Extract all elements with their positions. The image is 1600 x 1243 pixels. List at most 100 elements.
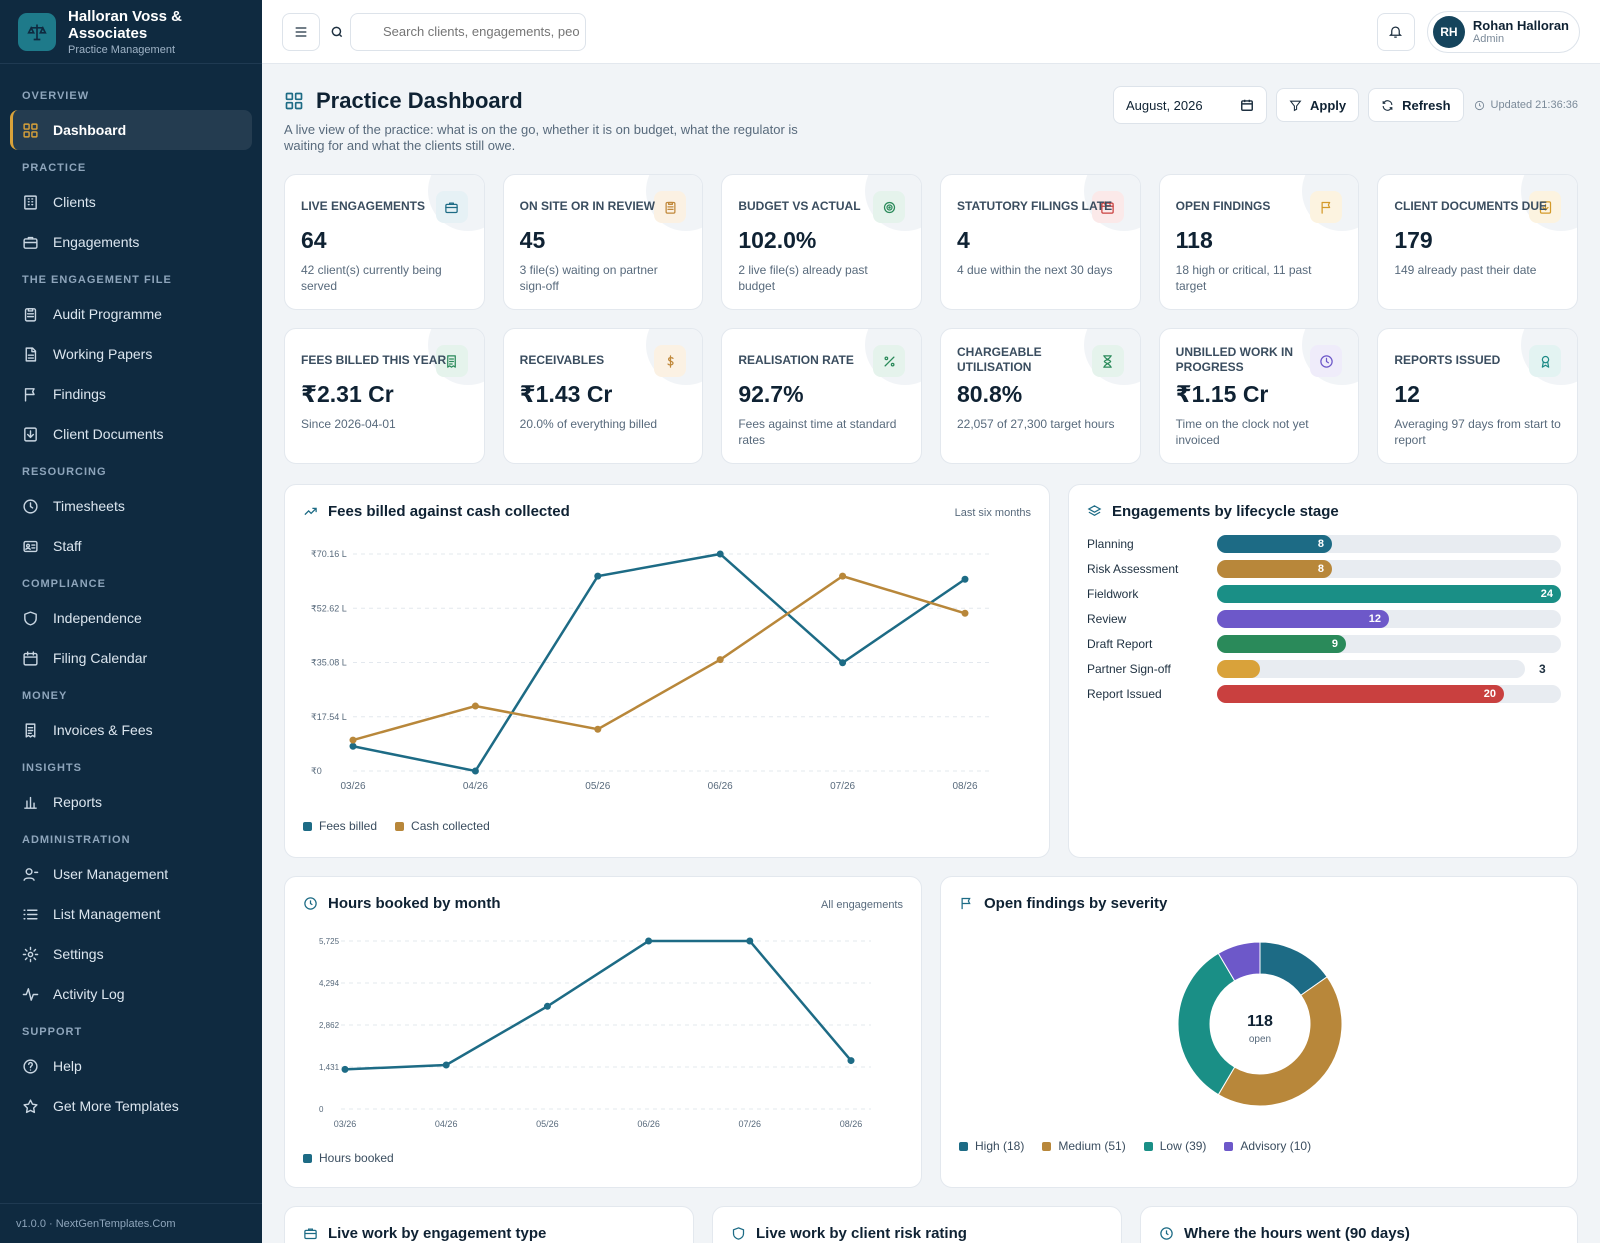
severity-donut-chart: 118 open xyxy=(1177,941,1343,1107)
sidebar-item-user-management[interactable]: User Management xyxy=(10,854,252,894)
y-tick-label: ₹35.08 L xyxy=(311,658,347,668)
user-name: Rohan Halloran xyxy=(1472,18,1569,33)
x-tick-label: 08/26 xyxy=(952,781,977,792)
layers-icon xyxy=(1087,505,1102,516)
apply-button[interactable]: Apply xyxy=(1275,88,1360,122)
kpi-card-client-documents-due: CLIENT DOCUMENTS DUE 179 149 already past … xyxy=(1377,174,1578,310)
sidebar-item-label: Settings xyxy=(53,946,104,962)
star-icon xyxy=(23,1098,38,1113)
brand-subtitle: Practice Management xyxy=(68,43,175,56)
sidebar-item-filing-calendar[interactable]: Filing Calendar xyxy=(10,638,252,678)
data-point xyxy=(594,572,602,580)
kpi-value: 45 xyxy=(519,227,546,253)
kpi-icon-badge xyxy=(435,191,468,223)
legend-label: Advisory (10) xyxy=(1240,1139,1312,1153)
search xyxy=(330,12,586,51)
kpi-card-receivables: RECEIVABLES ₹1.43 Cr 20.0% of everything b… xyxy=(502,328,704,464)
stage-track: 8 xyxy=(1217,560,1561,578)
stage-bar: 24 xyxy=(1217,585,1561,603)
sidebar-item-label: Client Documents xyxy=(53,426,164,442)
search-input[interactable] xyxy=(350,12,586,51)
sidebar-item-findings[interactable]: Findings xyxy=(10,374,252,414)
nav-section-insights: INSIGHTS xyxy=(22,762,82,774)
sidebar-item-settings[interactable]: Settings xyxy=(10,934,252,974)
sidebar-item-list-management[interactable]: List Management xyxy=(10,894,252,934)
legend-item: Medium (51) xyxy=(1042,1139,1126,1153)
refresh-button[interactable]: Refresh xyxy=(1368,88,1464,122)
stage-value: 9 xyxy=(1331,638,1338,650)
x-tick-label: 04/26 xyxy=(435,1119,458,1129)
stage-row-planning: Planning 8 xyxy=(1087,535,1561,553)
sidebar-item-label: Clients xyxy=(53,194,96,210)
stage-track: 12 xyxy=(1217,610,1561,628)
kpi-icon-badge xyxy=(1310,345,1343,377)
sidebar-item-reports[interactable]: Reports xyxy=(10,782,252,822)
risk-rating-card: Live work by client risk rating xyxy=(712,1206,1122,1243)
sidebar-item-help[interactable]: Help xyxy=(10,1046,252,1086)
y-tick-label: ₹70.16 L xyxy=(311,549,347,559)
hours-line-chart: 0 1,431 2,862 4,294 5,725 03/26 04/26 05/26 06/2… xyxy=(319,937,871,1129)
page-title: Practice Dashboard xyxy=(284,88,1578,114)
legend-item: Cash collected xyxy=(395,819,490,833)
stage-bar: 12 xyxy=(1217,610,1389,628)
briefcase-icon xyxy=(23,236,38,249)
sidebar-item-activity-log[interactable]: Activity Log xyxy=(10,974,252,1014)
engagement-type-title: Live work by engagement type xyxy=(328,1225,547,1242)
hourglass-icon xyxy=(1103,354,1113,368)
stage-name: Risk Assessment xyxy=(1087,562,1179,576)
sidebar-item-engagements[interactable]: Engagements xyxy=(10,222,252,262)
grid-icon xyxy=(285,92,303,110)
scale-logo-icon xyxy=(18,12,56,51)
stage-track xyxy=(1217,660,1525,678)
flag-icon xyxy=(1321,201,1331,214)
menu-toggle-button[interactable] xyxy=(282,12,320,51)
x-tick-label: 03/26 xyxy=(340,781,365,792)
kpi-subtext: Fees against time at standard rates xyxy=(738,417,897,447)
fees-line-chart: ₹0 ₹17.54 L ₹35.08 L ₹52.62 L ₹70.16 L 03/26 0… xyxy=(311,549,991,792)
x-tick-label: 05/26 xyxy=(536,1119,559,1129)
y-tick-label: 4,294 xyxy=(319,979,340,988)
hours-card-note: All engagements xyxy=(821,899,903,911)
fees-card-title: Fees billed against cash collected xyxy=(328,503,570,520)
stage-value: 20 xyxy=(1483,688,1496,700)
notifications-button[interactable] xyxy=(1376,12,1415,51)
sidebar-item-independence[interactable]: Independence xyxy=(10,598,252,638)
user-menu[interactable]: RH Rohan Halloran Admin xyxy=(1426,10,1580,53)
kpi-icon-badge xyxy=(435,345,468,377)
stage-value: 8 xyxy=(1317,563,1324,575)
y-tick-label: ₹52.62 L xyxy=(311,603,347,613)
data-point xyxy=(594,725,602,733)
sidebar-item-staff[interactable]: Staff xyxy=(10,526,252,566)
search-icon xyxy=(331,26,343,37)
sidebar-item-label: Audit Programme xyxy=(53,306,162,322)
kpi-grid: LIVE ENGAGEMENTS 64 42 client(s) currently… xyxy=(284,174,1578,464)
sidebar-item-label: Invoices & Fees xyxy=(53,722,153,738)
sidebar-item-invoices-and-fees[interactable]: Invoices & Fees xyxy=(10,710,252,750)
briefcase-icon xyxy=(445,202,458,213)
data-point xyxy=(543,1002,551,1010)
kpi-label: ON SITE OR IN REVIEW xyxy=(519,198,656,213)
data-point xyxy=(716,656,724,664)
sidebar-item-label: Activity Log xyxy=(53,986,125,1002)
sidebar-item-timesheets[interactable]: Timesheets xyxy=(10,486,252,526)
download-doc-icon xyxy=(1539,200,1551,214)
target-icon xyxy=(883,201,895,213)
sidebar-item-clients[interactable]: Clients xyxy=(10,182,252,222)
sidebar-item-dashboard[interactable]: Dashboard xyxy=(10,110,252,150)
nav-section-support: SUPPORT xyxy=(22,1026,83,1038)
sidebar-item-get-more-templates[interactable]: Get More Templates xyxy=(10,1086,252,1126)
legend-label: Low (39) xyxy=(1159,1139,1207,1153)
kpi-card-chargeable-utilisation: CHARGEABLE UTILISATION 80.8% 22,057 of 27,… xyxy=(940,328,1141,464)
data-point xyxy=(645,937,653,945)
sidebar-item-audit-programme[interactable]: Audit Programme xyxy=(10,294,252,334)
sidebar-item-working-papers[interactable]: Working Papers xyxy=(10,334,252,374)
updated-timestamp: Updated 21:36:36 xyxy=(1474,99,1578,111)
kpi-value: ₹1.43 Cr xyxy=(519,381,613,407)
month-picker[interactable]: August, 2026 xyxy=(1112,86,1267,124)
sidebar-item-client-documents[interactable]: Client Documents xyxy=(10,414,252,454)
avatar: RH xyxy=(1432,15,1465,48)
stage-value: 8 xyxy=(1317,538,1324,550)
kpi-label: REPORTS ISSUED xyxy=(1394,352,1501,367)
stage-bar xyxy=(1217,660,1260,678)
brand: Halloran Voss & Associates Practice Mana… xyxy=(0,0,262,64)
